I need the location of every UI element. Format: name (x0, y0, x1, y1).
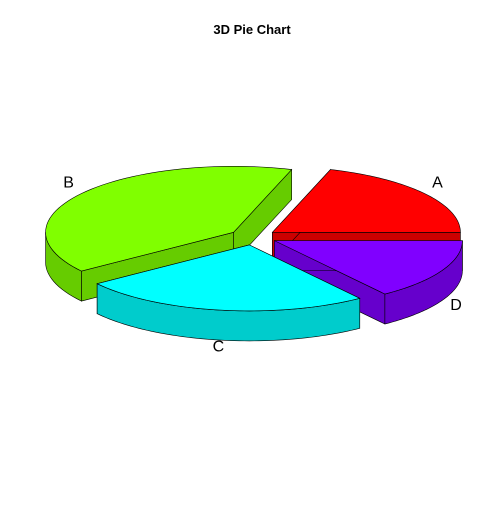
labels-layer: A B C D (63, 175, 462, 356)
slices-layer (45, 166, 463, 342)
slice-label-a: A (432, 175, 443, 192)
slice-b (45, 166, 293, 302)
slice-label-d: D (450, 297, 462, 314)
slice-label-c: C (213, 338, 225, 355)
slice-d-top (274, 240, 463, 295)
slice-label-b: B (63, 175, 74, 192)
slice-b-top (45, 166, 293, 272)
slice-c-top (96, 244, 361, 312)
slice-c (96, 244, 361, 342)
slice-a-top (271, 169, 461, 233)
chart-title: 3D Pie Chart (213, 22, 291, 37)
